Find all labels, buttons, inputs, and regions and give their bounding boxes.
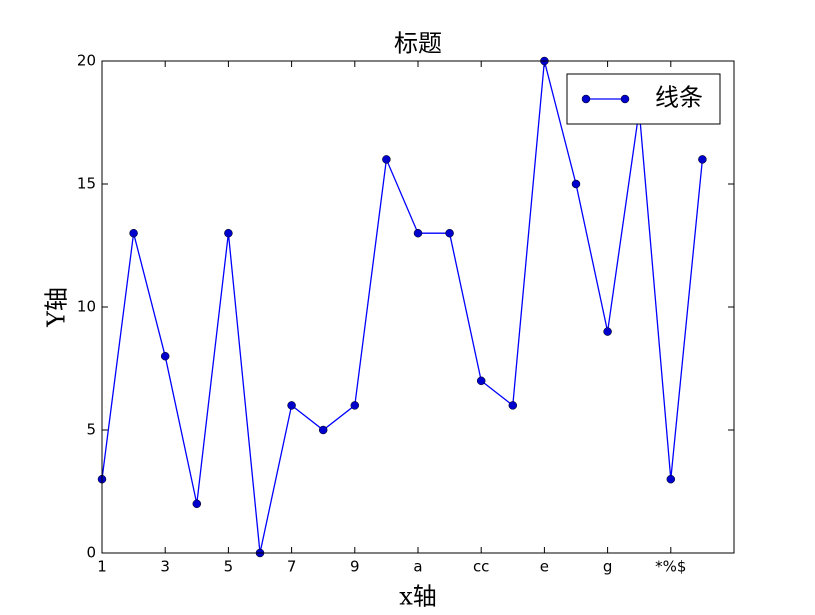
marker — [160, 351, 170, 361]
plot-frame — [101, 60, 735, 554]
y-tick-label: 0 — [86, 544, 96, 562]
marker — [508, 401, 518, 410]
marker — [666, 474, 676, 484]
line-series — [101, 60, 704, 554]
marker — [318, 425, 328, 435]
x-tick-label: 3 — [160, 558, 170, 576]
y-tick-label: 20 — [77, 52, 96, 70]
x-tick-label: a — [413, 558, 422, 576]
x-tick-label: cc — [473, 558, 490, 576]
x-tick-label: g — [603, 558, 613, 576]
x-tick-label: 5 — [224, 558, 234, 576]
marker — [445, 228, 454, 238]
marker — [603, 327, 612, 336]
x-tick-label: 7 — [287, 558, 297, 576]
marker — [571, 179, 581, 189]
x-tick-label: e — [540, 558, 549, 576]
x-tick-label: 1 — [97, 558, 107, 576]
marker — [350, 401, 360, 410]
legend-marker — [581, 94, 591, 104]
legend-label: 线条 — [655, 84, 703, 112]
marker — [476, 376, 486, 386]
legend-marker — [620, 94, 630, 104]
x-tick-label: *%$ — [655, 558, 686, 576]
y-tick-label: 5 — [86, 421, 96, 439]
marker — [413, 228, 423, 238]
marker — [382, 155, 391, 164]
marker — [698, 155, 707, 164]
marker — [287, 401, 296, 410]
marker — [129, 228, 138, 238]
chart-title: 标题 — [394, 30, 442, 58]
x-axis-label: x轴 — [399, 583, 437, 611]
x-tick-label: 9 — [350, 558, 360, 576]
y-tick-label: 15 — [77, 175, 96, 193]
marker — [192, 499, 202, 509]
y-axis-label: Y轴 — [43, 287, 71, 328]
y-tick-label: 10 — [77, 298, 96, 316]
marker — [224, 228, 233, 238]
